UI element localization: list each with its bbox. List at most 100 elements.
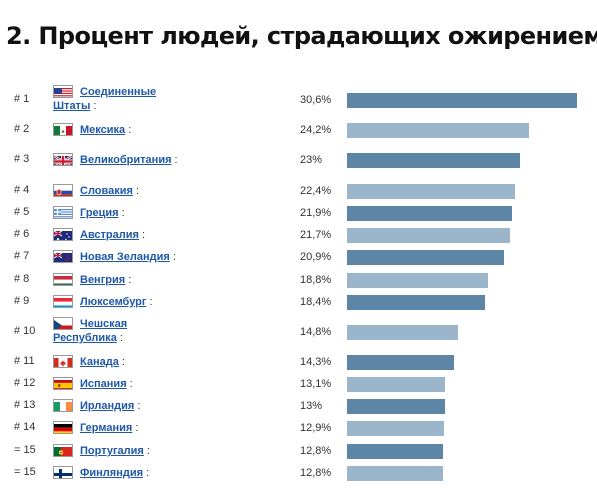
percent-label: 24,2% xyxy=(300,124,332,136)
country-link[interactable]: Венгрия : xyxy=(80,273,200,287)
colon-separator: : xyxy=(126,378,133,390)
country-name[interactable]: Словакия xyxy=(80,185,133,197)
percent-label: 14,3% xyxy=(300,356,332,368)
bar xyxy=(347,123,529,138)
country-link[interactable]: Чешская Республика : xyxy=(53,317,178,345)
rank-label: # 10 xyxy=(14,325,36,337)
colon-separator: : xyxy=(118,207,125,219)
country-link[interactable]: Мексика : xyxy=(80,123,200,137)
percent-label: 20,9% xyxy=(300,251,332,263)
nz-flag-icon xyxy=(53,250,73,263)
country-name[interactable]: Новая Зеландия xyxy=(80,251,170,263)
country-link[interactable]: Ирландия : xyxy=(80,399,200,413)
bar xyxy=(347,444,444,459)
colon-separator: : xyxy=(125,274,132,286)
percent-label: 21,7% xyxy=(300,229,332,241)
colon-separator: : xyxy=(125,124,132,136)
country-name[interactable]: Канада xyxy=(80,356,119,368)
country-name[interactable]: Великобритания xyxy=(80,154,172,166)
country-link[interactable]: Люксембург : xyxy=(80,295,200,309)
bar xyxy=(347,228,511,243)
bar xyxy=(347,153,520,168)
percent-label: 14,8% xyxy=(300,326,332,338)
country-link[interactable]: Великобритания : xyxy=(80,153,200,167)
colon-separator: : xyxy=(134,400,141,412)
rank-label: = 15 xyxy=(14,466,36,478)
colon-separator: : xyxy=(132,422,139,434)
country-link[interactable]: Греция : xyxy=(80,206,200,220)
country-name[interactable]: Германия xyxy=(80,422,133,434)
fi-flag-icon xyxy=(53,466,73,479)
bar xyxy=(347,421,444,436)
de-flag-icon xyxy=(53,421,73,434)
country-name[interactable]: Австралия xyxy=(80,229,139,241)
rank-label: # 11 xyxy=(14,355,35,367)
country-name[interactable]: Мексика xyxy=(80,124,126,136)
au-flag-icon xyxy=(53,228,73,241)
country-name[interactable]: Ирландия xyxy=(80,400,135,412)
rank-label: = 15 xyxy=(14,444,36,456)
percent-label: 18,8% xyxy=(300,274,332,286)
percent-label: 18,4% xyxy=(300,296,332,308)
country-link[interactable]: Новая Зеландия : xyxy=(80,250,200,264)
colon-separator: : xyxy=(143,467,150,479)
percent-label: 13,1% xyxy=(300,378,332,390)
bar xyxy=(347,273,489,288)
country-link[interactable]: Финляндия : xyxy=(80,466,200,480)
bar xyxy=(347,206,512,221)
country-link[interactable]: Соединенные Штаты : xyxy=(53,85,178,113)
rank-label: # 12 xyxy=(14,377,36,389)
colon-separator: : xyxy=(143,445,150,457)
rank-label: # 2 xyxy=(14,123,30,135)
country-name[interactable]: Финляндия xyxy=(80,467,144,479)
mx-flag-icon xyxy=(53,123,73,136)
country-link[interactable]: Словакия : xyxy=(80,184,200,198)
country-name[interactable]: Испания xyxy=(80,378,127,390)
country-name[interactable]: Венгрия xyxy=(80,274,126,286)
colon-separator: : xyxy=(138,229,146,241)
sk-flag-icon xyxy=(53,184,73,197)
country-name[interactable]: Португалия xyxy=(80,445,144,457)
ca-flag-icon xyxy=(53,355,73,368)
colon-separator: : xyxy=(146,296,153,308)
percent-label: 12,8% xyxy=(300,467,332,479)
country-link[interactable]: Австралия : xyxy=(80,228,200,242)
bar xyxy=(347,184,516,199)
country-name[interactable]: Чешская Республика xyxy=(53,318,128,344)
rank-label: # 14 xyxy=(14,421,36,433)
rank-label: # 7 xyxy=(14,250,30,262)
bar xyxy=(347,399,445,414)
colon-separator: : xyxy=(171,154,178,166)
bar xyxy=(347,355,455,370)
rank-label: # 13 xyxy=(14,399,36,411)
country-link[interactable]: Канада : xyxy=(80,355,200,369)
country-link[interactable]: Германия : xyxy=(80,421,200,435)
country-name[interactable]: Греция xyxy=(80,207,119,219)
pt-flag-icon xyxy=(53,444,73,457)
rank-label: # 6 xyxy=(14,228,30,240)
country-link[interactable]: Португалия : xyxy=(80,444,200,458)
es-flag-icon xyxy=(53,377,73,390)
bar xyxy=(347,93,577,108)
rank-label: # 1 xyxy=(14,93,30,105)
lu-flag-icon xyxy=(53,295,73,308)
colon-separator: : xyxy=(90,100,97,112)
rank-label: # 9 xyxy=(14,295,30,307)
percent-label: 30,6% xyxy=(300,94,332,106)
bar xyxy=(347,377,446,392)
colon-separator: : xyxy=(116,332,123,344)
rank-label: # 4 xyxy=(14,184,30,196)
us-flag-icon xyxy=(53,85,73,98)
bar xyxy=(347,250,505,265)
country-link[interactable]: Испания : xyxy=(80,377,200,391)
colon-separator: : xyxy=(132,185,140,197)
percent-label: 22,4% xyxy=(300,185,332,197)
country-name[interactable]: Люксембург xyxy=(80,296,147,308)
percent-label: 23% xyxy=(300,154,323,166)
rank-label: # 8 xyxy=(14,273,30,285)
hu-flag-icon xyxy=(53,273,73,286)
colon-separator: : xyxy=(169,251,176,263)
percent-label: 12,8% xyxy=(300,445,332,457)
country-name[interactable]: Соединенные Штаты xyxy=(53,86,157,112)
